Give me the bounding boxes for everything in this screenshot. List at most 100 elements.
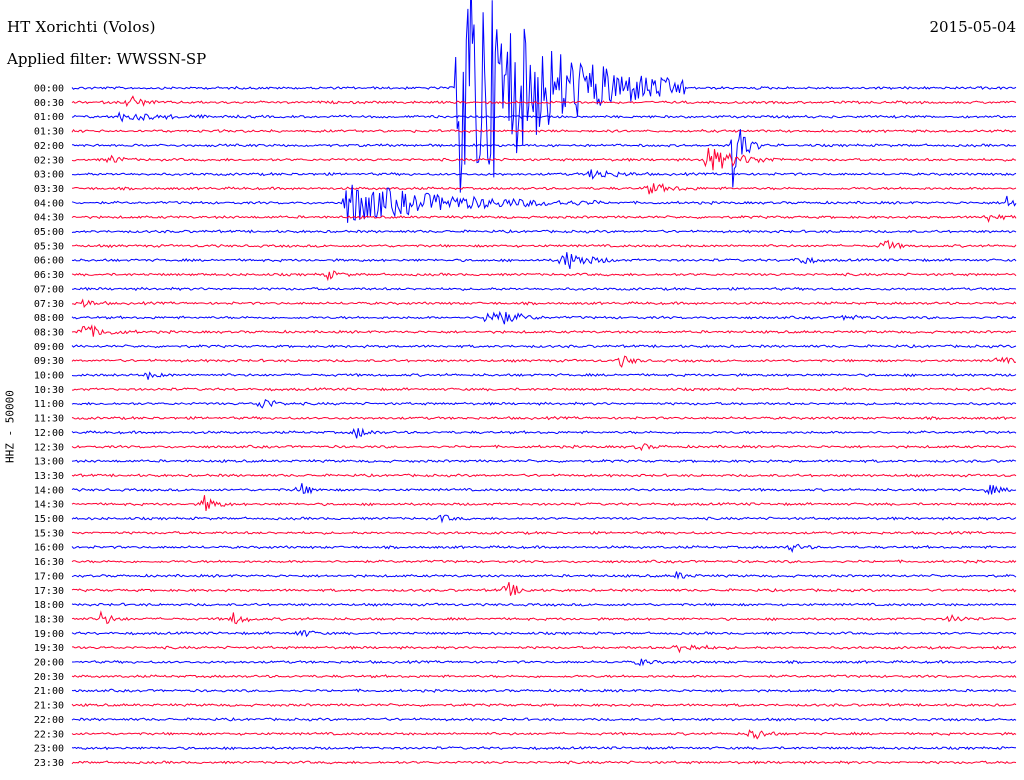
row-time-label: 08:00 — [34, 313, 64, 324]
seismic-trace-2130 — [71, 702, 1017, 708]
seismic-trace-2000 — [72, 658, 1017, 667]
row-time-label: 18:00 — [34, 600, 64, 611]
row-time-label: 17:00 — [34, 571, 64, 582]
row-time-label: 21:30 — [34, 701, 64, 712]
seismic-trace-1700 — [71, 571, 1017, 580]
row-time-label: 02:30 — [34, 155, 64, 166]
seismic-trace-0730 — [72, 298, 1017, 309]
row-time-label: 03:00 — [34, 170, 64, 181]
seismic-trace-1630 — [71, 559, 1017, 564]
seismic-trace-0300 — [72, 169, 1017, 180]
seismic-trace-2230 — [71, 729, 1017, 740]
seismic-trace-0200 — [72, 129, 1017, 188]
seismic-trace-1900 — [71, 630, 1017, 638]
row-time-label: 11:00 — [34, 399, 64, 410]
seismic-trace-0430 — [71, 213, 1017, 223]
row-time-label: 19:00 — [34, 629, 64, 640]
row-time-label: 22:30 — [34, 729, 64, 740]
row-time-label: 12:30 — [34, 442, 64, 453]
row-time-label: 00:30 — [34, 98, 64, 109]
seismic-trace-0400 — [71, 184, 1017, 223]
row-time-label: 16:00 — [34, 543, 64, 554]
seismic-trace-1330 — [71, 473, 1017, 478]
row-time-label: 17:30 — [34, 586, 64, 597]
seismic-trace-2300 — [71, 745, 1016, 751]
row-time-label: 05:00 — [34, 227, 64, 238]
row-time-label: 01:30 — [34, 127, 64, 138]
seismic-trace-1100 — [71, 399, 1017, 409]
seismic-trace-2200 — [71, 717, 1017, 722]
row-time-label: 04:00 — [34, 198, 64, 209]
row-time-label: 09:00 — [34, 342, 64, 353]
row-time-label: 13:30 — [34, 471, 64, 482]
seismic-trace-2030 — [71, 674, 1017, 679]
row-time-label: 00:00 — [34, 84, 64, 95]
seismic-trace-1530 — [71, 530, 1017, 536]
seismic-trace-1000 — [71, 371, 1017, 380]
station-title: HT Xorichti (Volos) — [7, 18, 156, 36]
row-label-group: 00:00 00:30 01:00 01:30 02:00 02:30 03:00 03:30… — [34, 84, 64, 769]
row-time-label: 13:00 — [34, 457, 64, 468]
seismic-trace-0000 — [71, 0, 1017, 193]
seismic-trace-2100 — [71, 688, 1017, 693]
row-time-label: 14:30 — [34, 500, 64, 511]
seismic-trace-1500 — [71, 514, 1017, 524]
seismic-trace-1600 — [71, 543, 1017, 554]
seismic-trace-1230 — [71, 443, 1017, 452]
row-time-label: 04:30 — [34, 213, 64, 224]
seismic-trace-1300 — [71, 458, 1017, 464]
seismic-trace-0530 — [71, 239, 1017, 250]
seismic-trace-1400 — [71, 483, 1017, 496]
row-time-label: 03:30 — [34, 184, 64, 195]
seismic-trace-0230 — [71, 147, 1017, 171]
seismic-trace-1730 — [71, 582, 1017, 596]
row-time-label: 20:30 — [34, 672, 64, 683]
row-time-label: 08:30 — [34, 327, 64, 338]
row-time-label: 23:00 — [34, 744, 64, 755]
row-time-label: 12:00 — [34, 428, 64, 439]
row-time-label: 23:30 — [34, 758, 64, 769]
row-time-label: 18:30 — [34, 614, 64, 625]
seismic-trace-1200 — [71, 427, 1017, 439]
seismic-trace-0700 — [72, 286, 1017, 292]
trace-group — [71, 0, 1017, 765]
row-time-label: 20:00 — [34, 658, 64, 669]
row-time-label: 01:00 — [34, 112, 64, 123]
row-time-label: 07:00 — [34, 284, 64, 295]
record-date: 2015-05-04 — [929, 18, 1016, 36]
seismic-trace-1430 — [71, 495, 1017, 511]
filter-label: Applied filter: WWSSN-SP — [7, 50, 207, 68]
row-time-label: 15:30 — [34, 528, 64, 539]
seismic-trace-2330 — [71, 760, 1017, 765]
row-time-label: 15:00 — [34, 514, 64, 525]
seismic-trace-1130 — [71, 415, 1017, 421]
seismic-trace-0130 — [71, 128, 1016, 134]
seismic-trace-0030 — [71, 95, 1017, 108]
row-time-label: 10:30 — [34, 385, 64, 396]
row-time-label: 06:00 — [34, 256, 64, 267]
seismic-trace-0800 — [71, 310, 1017, 325]
seismic-trace-0830 — [71, 324, 1017, 337]
seismic-trace-1830 — [71, 610, 1017, 625]
seismic-trace-1930 — [72, 644, 1017, 654]
seismic-trace-0630 — [71, 270, 1017, 282]
row-time-label: 10:00 — [34, 371, 64, 382]
seismic-trace-1030 — [72, 387, 1017, 392]
row-time-label: 07:30 — [34, 299, 64, 310]
row-time-label: 11:30 — [34, 414, 64, 425]
seismic-trace-0330 — [71, 182, 1017, 195]
row-time-label: 19:30 — [34, 643, 64, 654]
row-time-label: 02:00 — [34, 141, 64, 152]
row-time-label: 16:30 — [34, 557, 64, 568]
row-time-label: 06:30 — [34, 270, 64, 281]
seismic-trace-1800 — [71, 602, 1017, 607]
row-time-label: 21:00 — [34, 686, 64, 697]
seismic-trace-0600 — [71, 252, 1017, 270]
seismic-trace-0930 — [71, 355, 1017, 368]
row-time-label: 05:30 — [34, 241, 64, 252]
row-time-label: 22:00 — [34, 715, 64, 726]
row-time-label: 14:00 — [34, 485, 64, 496]
seismic-trace-0900 — [71, 343, 1017, 349]
seismic-trace-0500 — [71, 229, 1017, 234]
